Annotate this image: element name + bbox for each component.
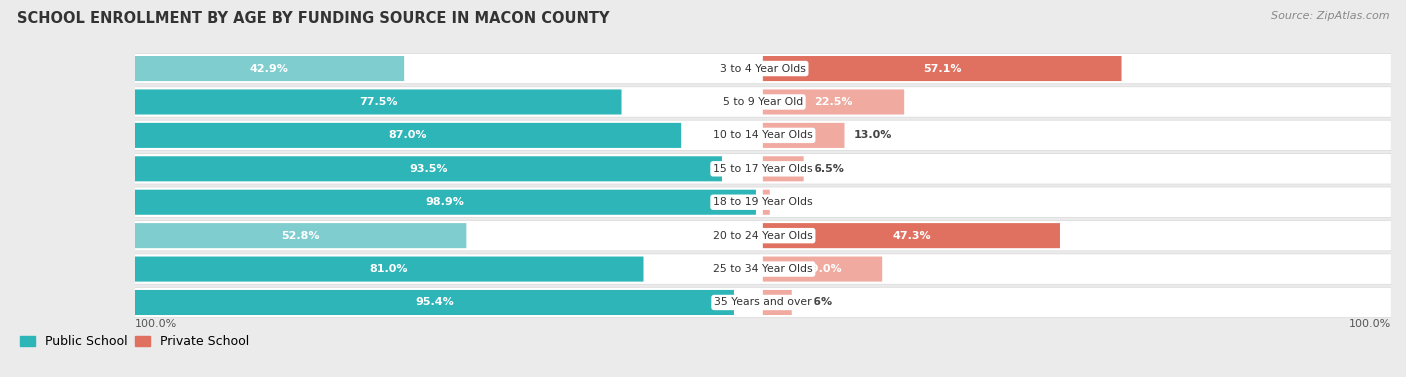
FancyBboxPatch shape xyxy=(135,87,1392,117)
Text: 22.5%: 22.5% xyxy=(814,97,853,107)
FancyBboxPatch shape xyxy=(763,223,1060,248)
Text: 10 to 14 Year Olds: 10 to 14 Year Olds xyxy=(713,130,813,140)
FancyBboxPatch shape xyxy=(763,89,904,115)
FancyBboxPatch shape xyxy=(763,190,769,215)
Text: 87.0%: 87.0% xyxy=(388,130,427,140)
FancyBboxPatch shape xyxy=(135,153,1392,184)
Text: 6.5%: 6.5% xyxy=(813,164,844,174)
FancyBboxPatch shape xyxy=(763,256,882,282)
FancyBboxPatch shape xyxy=(135,56,404,81)
Text: 4.6%: 4.6% xyxy=(801,297,832,308)
Text: 95.4%: 95.4% xyxy=(415,297,454,308)
Text: 18 to 19 Year Olds: 18 to 19 Year Olds xyxy=(713,197,813,207)
Text: SCHOOL ENROLLMENT BY AGE BY FUNDING SOURCE IN MACON COUNTY: SCHOOL ENROLLMENT BY AGE BY FUNDING SOUR… xyxy=(17,11,609,26)
FancyBboxPatch shape xyxy=(763,56,1122,81)
Text: 57.1%: 57.1% xyxy=(922,64,962,74)
Text: 100.0%: 100.0% xyxy=(1348,319,1391,329)
Text: 19.0%: 19.0% xyxy=(803,264,842,274)
FancyBboxPatch shape xyxy=(135,120,1392,150)
Text: 100.0%: 100.0% xyxy=(135,319,177,329)
FancyBboxPatch shape xyxy=(135,190,756,215)
Text: 98.9%: 98.9% xyxy=(426,197,465,207)
Text: 3 to 4 Year Olds: 3 to 4 Year Olds xyxy=(720,64,806,74)
Text: Source: ZipAtlas.com: Source: ZipAtlas.com xyxy=(1271,11,1389,21)
Text: 52.8%: 52.8% xyxy=(281,231,319,241)
FancyBboxPatch shape xyxy=(135,221,1392,251)
Text: 15 to 17 Year Olds: 15 to 17 Year Olds xyxy=(713,164,813,174)
Text: 42.9%: 42.9% xyxy=(250,64,288,74)
FancyBboxPatch shape xyxy=(135,187,1392,218)
Text: 1.1%: 1.1% xyxy=(779,197,810,207)
FancyBboxPatch shape xyxy=(135,54,1392,84)
FancyBboxPatch shape xyxy=(135,156,723,181)
Text: 35 Years and over: 35 Years and over xyxy=(714,297,811,308)
FancyBboxPatch shape xyxy=(135,254,1392,284)
FancyBboxPatch shape xyxy=(135,287,1392,318)
Legend: Public School, Private School: Public School, Private School xyxy=(15,330,254,353)
Text: 13.0%: 13.0% xyxy=(853,130,893,140)
Text: 77.5%: 77.5% xyxy=(359,97,398,107)
Text: 81.0%: 81.0% xyxy=(370,264,408,274)
FancyBboxPatch shape xyxy=(135,223,467,248)
FancyBboxPatch shape xyxy=(763,156,804,181)
Text: 25 to 34 Year Olds: 25 to 34 Year Olds xyxy=(713,264,813,274)
Text: 5 to 9 Year Old: 5 to 9 Year Old xyxy=(723,97,803,107)
FancyBboxPatch shape xyxy=(135,256,644,282)
Text: 20 to 24 Year Olds: 20 to 24 Year Olds xyxy=(713,231,813,241)
Text: 93.5%: 93.5% xyxy=(409,164,447,174)
Text: 47.3%: 47.3% xyxy=(891,231,931,241)
FancyBboxPatch shape xyxy=(135,290,734,315)
FancyBboxPatch shape xyxy=(135,123,681,148)
FancyBboxPatch shape xyxy=(135,89,621,115)
FancyBboxPatch shape xyxy=(763,290,792,315)
FancyBboxPatch shape xyxy=(763,123,845,148)
